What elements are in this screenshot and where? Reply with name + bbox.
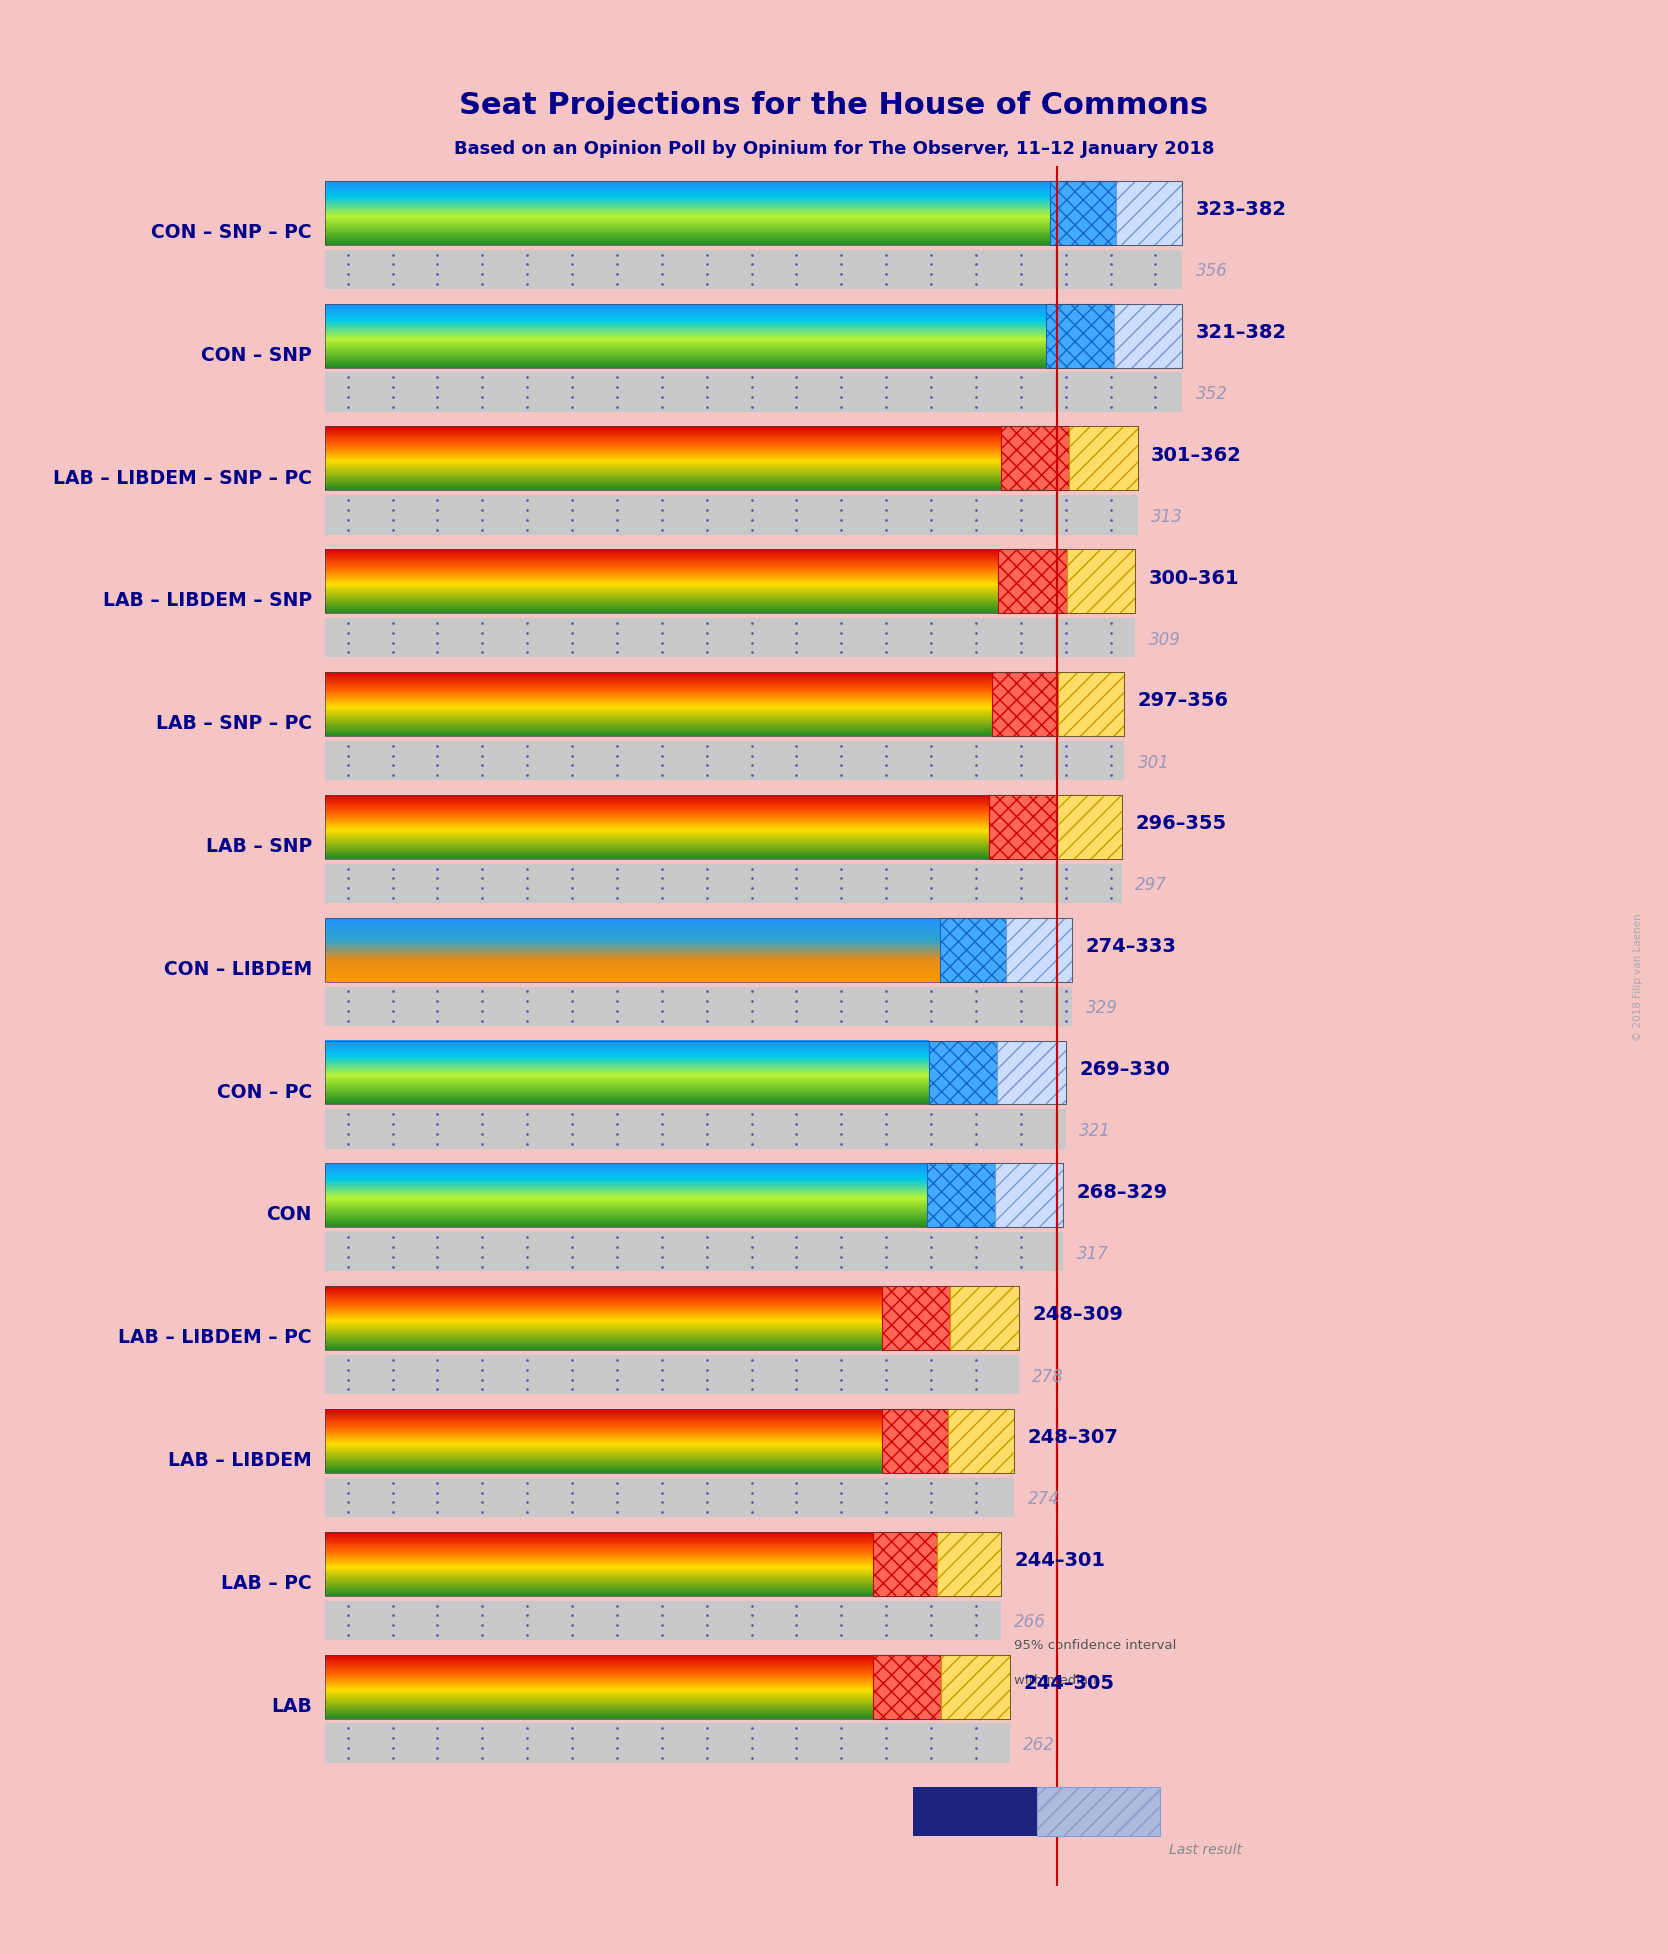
Bar [1069, 426, 1138, 490]
Text: 297–356: 297–356 [1138, 692, 1229, 711]
Bar [325, 741, 1124, 780]
Text: 317: 317 [1078, 1245, 1109, 1262]
Text: 323–382: 323–382 [1196, 199, 1288, 219]
Text: CON: CON [267, 1206, 312, 1225]
Bar [325, 672, 1124, 737]
Bar [992, 672, 1058, 737]
Text: 329: 329 [1086, 998, 1118, 1018]
Text: 301: 301 [1138, 754, 1169, 772]
Bar [1056, 795, 1123, 860]
Bar [325, 426, 1138, 490]
Bar [1006, 918, 1073, 981]
Bar [997, 1041, 1066, 1104]
Text: LAB – LIBDEM – SNP – PC: LAB – LIBDEM – SNP – PC [53, 469, 312, 488]
Bar [989, 795, 1056, 860]
Text: 262: 262 [1022, 1735, 1054, 1755]
Text: LAB – SNP – PC: LAB – SNP – PC [155, 715, 312, 733]
Bar [1116, 182, 1183, 244]
Text: LAB: LAB [270, 1696, 312, 1716]
Bar [325, 1163, 1064, 1227]
Bar [325, 795, 1123, 860]
Bar [325, 1233, 1064, 1272]
Bar [947, 1409, 1014, 1473]
Bar [325, 494, 1138, 535]
Text: CON – LIBDEM: CON – LIBDEM [163, 959, 312, 979]
Bar [1068, 549, 1136, 614]
Text: 321: 321 [1079, 1122, 1111, 1139]
Text: with median: with median [1014, 1675, 1098, 1686]
Bar [325, 1477, 1014, 1516]
Bar [882, 1409, 947, 1473]
Text: 244–301: 244–301 [1014, 1551, 1106, 1571]
Bar [325, 864, 1123, 903]
Bar [882, 1286, 951, 1350]
Text: 244–305: 244–305 [1022, 1675, 1114, 1692]
Text: LAB – PC: LAB – PC [222, 1575, 312, 1593]
Text: 268–329: 268–329 [1078, 1182, 1168, 1202]
Text: CON – SNP: CON – SNP [202, 346, 312, 365]
Text: 297: 297 [1136, 875, 1168, 895]
Bar [929, 1041, 997, 1104]
Bar [325, 1041, 1066, 1104]
Bar [325, 1532, 1001, 1596]
Text: 278: 278 [1032, 1368, 1064, 1385]
Text: 248–309: 248–309 [1032, 1305, 1123, 1325]
Bar [325, 1110, 1066, 1149]
Bar [999, 549, 1068, 614]
Bar [927, 1163, 996, 1227]
Bar [325, 1409, 1014, 1473]
Bar [325, 987, 1073, 1026]
Bar [1058, 672, 1124, 737]
Bar [325, 1286, 1019, 1350]
Text: 95% confidence interval: 95% confidence interval [1014, 1639, 1176, 1653]
Bar [1114, 303, 1183, 367]
Text: 274–333: 274–333 [1086, 938, 1178, 956]
Text: 352: 352 [1196, 385, 1228, 403]
Bar [325, 250, 1183, 289]
Bar [951, 1286, 1019, 1350]
Bar [872, 1532, 937, 1596]
Text: Based on an Opinion Poll by Opinium for The Observer, 11–12 January 2018: Based on an Opinion Poll by Opinium for … [454, 139, 1214, 158]
Bar [996, 1163, 1064, 1227]
Bar [912, 1788, 1036, 1837]
Text: 296–355: 296–355 [1136, 815, 1226, 832]
Bar [1046, 303, 1114, 367]
Text: 274: 274 [1027, 1491, 1059, 1508]
Text: 309: 309 [1149, 631, 1181, 649]
Text: Last result: Last result [1169, 1843, 1243, 1856]
Bar [941, 1655, 1009, 1720]
Bar [1036, 1788, 1159, 1837]
Bar [325, 617, 1136, 657]
Text: 248–307: 248–307 [1027, 1428, 1119, 1448]
Text: LAB – LIBDEM: LAB – LIBDEM [168, 1452, 312, 1469]
Text: 300–361: 300–361 [1149, 569, 1239, 588]
Text: CON – PC: CON – PC [217, 1083, 312, 1102]
Bar [1051, 182, 1116, 244]
Bar [937, 1532, 1001, 1596]
Text: 313: 313 [1151, 508, 1183, 526]
Text: LAB – LIBDEM – PC: LAB – LIBDEM – PC [118, 1329, 312, 1348]
Text: 269–330: 269–330 [1079, 1059, 1169, 1079]
Text: CON – SNP – PC: CON – SNP – PC [152, 223, 312, 242]
Bar [1001, 426, 1069, 490]
Bar [325, 1723, 1009, 1763]
Bar [325, 303, 1183, 367]
Bar [325, 1655, 1009, 1720]
Bar [325, 182, 1183, 244]
Text: LAB – LIBDEM – SNP: LAB – LIBDEM – SNP [103, 592, 312, 610]
Bar [325, 373, 1183, 412]
Bar [325, 918, 1073, 981]
Text: 321–382: 321–382 [1196, 322, 1288, 342]
Bar [325, 1354, 1019, 1395]
Text: 266: 266 [1014, 1614, 1046, 1632]
Text: 301–362: 301–362 [1151, 446, 1243, 465]
Text: © 2018 Filip van Laenen: © 2018 Filip van Laenen [1633, 913, 1643, 1041]
Bar [941, 918, 1006, 981]
Text: 356: 356 [1196, 262, 1228, 279]
Text: Seat Projections for the House of Commons: Seat Projections for the House of Common… [459, 92, 1209, 119]
Bar [872, 1655, 941, 1720]
Bar [325, 1600, 1001, 1639]
Text: LAB – SNP: LAB – SNP [205, 836, 312, 856]
Bar [325, 549, 1136, 614]
